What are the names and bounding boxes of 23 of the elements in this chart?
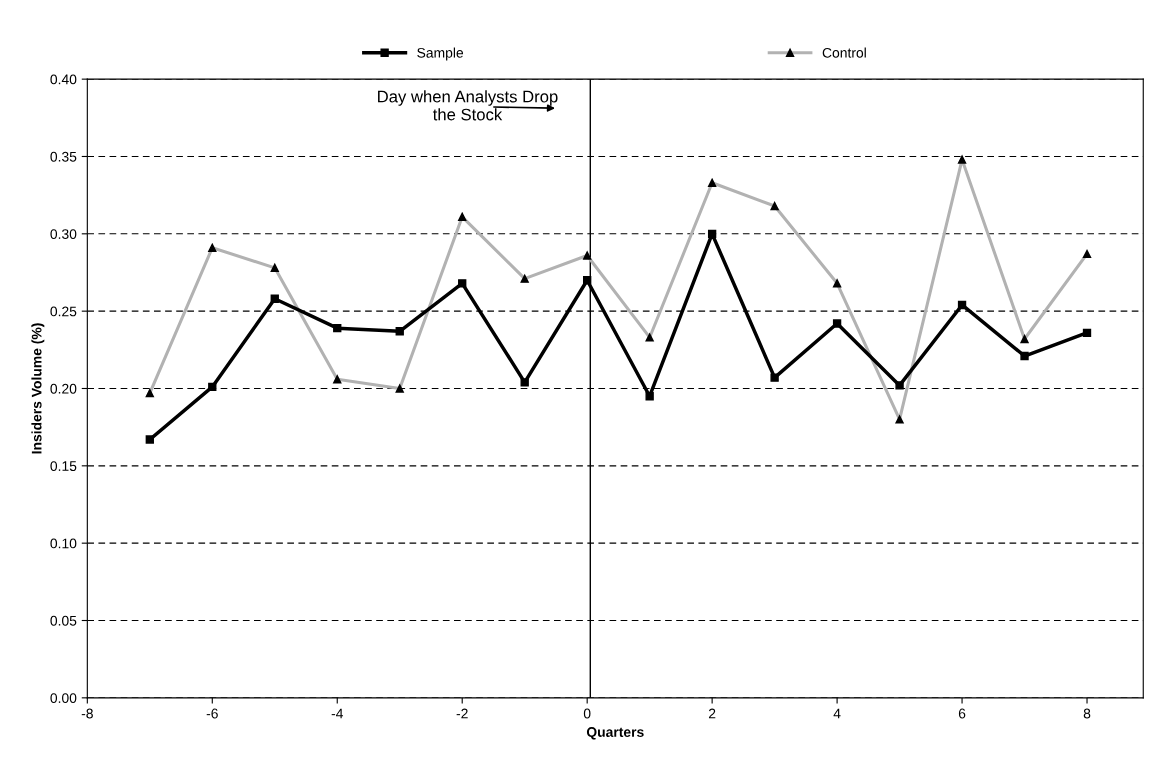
y-tick-label: 0.35 (50, 151, 77, 162)
y-tick-label: 0.25 (50, 306, 77, 317)
x-tick-label: -6 (206, 708, 218, 719)
y-tick-label: 0.30 (50, 229, 77, 239)
y-tick-label: 0.15 (50, 461, 77, 471)
legend-label: Control (822, 47, 866, 58)
y-tick-label: 0.10 (50, 538, 77, 549)
y-tick-label: 0.00 (50, 693, 77, 704)
y-axis-title: Insiders Volume (%) (31, 323, 45, 454)
legend-label: Sample (417, 47, 464, 61)
y-tick-label: 0.40 (50, 74, 77, 85)
y-tick-label: 0.05 (50, 615, 77, 626)
y-tick-label: 0.20 (50, 383, 77, 394)
x-axis-title: Quarters (586, 727, 644, 740)
x-tick-label: -4 (331, 708, 344, 719)
x-tick-label: 8 (1083, 708, 1091, 719)
x-tick-label: 6 (958, 708, 966, 719)
x-tick-label: 0 (583, 708, 591, 719)
annotation: Day when Analysts Drop the Stock (378, 90, 558, 121)
x-tick-label: 2 (708, 708, 716, 719)
x-tick-label: -2 (456, 708, 468, 719)
x-tick-label: 4 (833, 708, 841, 719)
x-tick-label: -8 (81, 708, 93, 719)
